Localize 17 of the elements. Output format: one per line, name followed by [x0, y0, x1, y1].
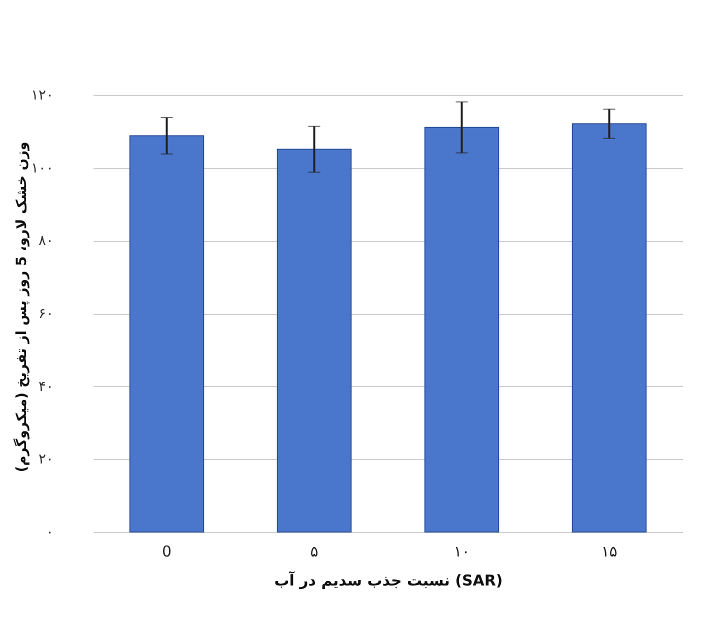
y-tick-label: ۲۰ — [38, 452, 54, 468]
y-tick-label: ۱۰۰ — [30, 160, 54, 176]
y-tick-label: ۴۰ — [38, 378, 54, 395]
x-tick-label: 0 — [162, 542, 172, 560]
x-axis-title: نسبت جذب سدیم در آب (SAR) — [274, 570, 503, 590]
x-tick-label: ۱۰ — [454, 542, 470, 560]
x-tick-label: ۱۵ — [601, 542, 618, 560]
y-tick-label: ۱۲۰ — [30, 88, 54, 104]
x-tick-label: ۵ — [310, 542, 318, 560]
y-tick-label: ۶۰ — [38, 306, 54, 322]
bar — [572, 123, 647, 532]
bar — [276, 148, 352, 532]
y-axis-title: وزن خشک لارو، 5 روز پس از تفریخ (میکروگرم) — [14, 142, 30, 472]
bar — [129, 135, 204, 532]
bar — [424, 126, 500, 532]
y-tick-label: ۸۰ — [38, 233, 54, 250]
y-tick-label: ۰ — [46, 524, 54, 540]
